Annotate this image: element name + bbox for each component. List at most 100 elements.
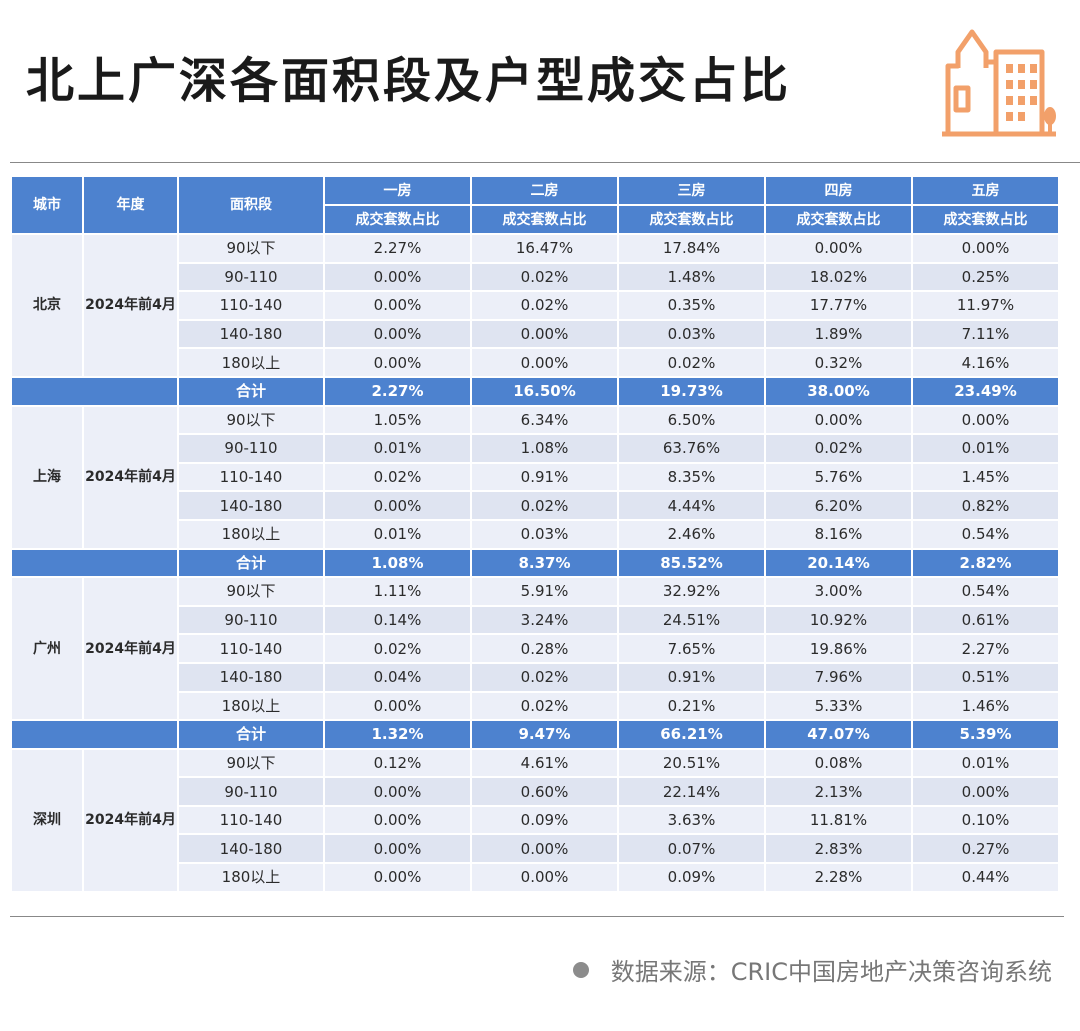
city-cell: 北京 <box>12 235 84 378</box>
total-value-cell: 16.50% <box>472 377 619 407</box>
value-cell: 24.51% <box>619 606 766 636</box>
value-cell: 0.02% <box>472 663 619 693</box>
value-cell: 0.25% <box>913 263 1060 293</box>
value-cell: 0.35% <box>619 292 766 321</box>
value-cell: 0.00% <box>913 406 1060 436</box>
value-cell: 7.65% <box>619 635 766 664</box>
area-cell: 90-110 <box>179 263 325 293</box>
value-cell: 5.91% <box>472 578 619 607</box>
value-cell: 7.11% <box>913 320 1060 350</box>
value-cell: 0.44% <box>913 864 1060 893</box>
header-city: 城市 <box>12 177 84 235</box>
value-cell: 0.60% <box>472 778 619 807</box>
value-cell: 0.54% <box>913 578 1060 607</box>
total-label: 合计 <box>179 549 325 579</box>
area-cell: 110-140 <box>179 463 325 493</box>
table-row: 110-140 0.00% 0.09% 3.63% 11.81% 0.10% <box>12 806 1060 836</box>
table-row: 180以上 0.00% 0.02% 0.21% 5.33% 1.46% <box>12 692 1060 722</box>
total-value-cell: 23.49% <box>913 377 1060 407</box>
value-cell: 2.28% <box>766 864 913 893</box>
value-cell: 0.00% <box>472 320 619 350</box>
value-cell: 6.50% <box>619 406 766 436</box>
value-cell: 0.61% <box>913 606 1060 636</box>
area-cell: 90以下 <box>179 749 325 779</box>
total-value-cell: 5.39% <box>913 721 1060 750</box>
area-cell: 90以下 <box>179 406 325 436</box>
value-cell: 1.46% <box>913 692 1060 722</box>
value-cell: 0.51% <box>913 663 1060 693</box>
value-cell: 3.24% <box>472 606 619 636</box>
total-spacer <box>12 721 179 750</box>
value-cell: 0.09% <box>472 806 619 836</box>
value-cell: 1.08% <box>472 435 619 464</box>
total-row: 合计 1.08% 8.37% 85.52% 20.14% 2.82% <box>12 549 1060 579</box>
area-cell: 110-140 <box>179 806 325 836</box>
area-cell: 180以上 <box>179 692 325 722</box>
header-year: 年度 <box>84 177 179 235</box>
header-room: 二房 <box>472 177 619 206</box>
table-row: 140-180 0.04% 0.02% 0.91% 7.96% 0.51% <box>12 663 1060 693</box>
header-sub: 成交套数占比 <box>325 206 472 235</box>
total-value-cell: 9.47% <box>472 721 619 750</box>
value-cell: 0.02% <box>325 635 472 664</box>
value-cell: 2.83% <box>766 835 913 865</box>
value-cell: 1.11% <box>325 578 472 607</box>
value-cell: 0.00% <box>325 292 472 321</box>
value-cell: 0.00% <box>472 864 619 893</box>
value-cell: 19.86% <box>766 635 913 664</box>
value-cell: 0.91% <box>619 663 766 693</box>
value-cell: 0.00% <box>766 235 913 264</box>
total-value-cell: 1.32% <box>325 721 472 750</box>
area-cell: 90以下 <box>179 235 325 264</box>
total-value-cell: 2.82% <box>913 549 1060 579</box>
value-cell: 0.00% <box>766 406 913 436</box>
city-cell: 上海 <box>12 406 84 550</box>
page-title: 北上广深各面积段及户型成交占比 <box>26 53 792 109</box>
value-cell: 0.02% <box>619 349 766 378</box>
value-cell: 0.00% <box>472 835 619 865</box>
value-cell: 0.03% <box>472 520 619 550</box>
value-cell: 0.00% <box>325 806 472 836</box>
value-cell: 22.14% <box>619 778 766 807</box>
area-cell: 140-180 <box>179 835 325 865</box>
value-cell: 7.96% <box>766 663 913 693</box>
table-row: 140-180 0.00% 0.00% 0.07% 2.83% 0.27% <box>12 835 1060 865</box>
value-cell: 0.01% <box>913 435 1060 464</box>
source-note: 数据来源：CRIC中国房地产决策咨询系统 <box>572 952 1052 987</box>
total-value-cell: 47.07% <box>766 721 913 750</box>
value-cell: 0.08% <box>766 749 913 779</box>
table-row: 上海 2024年前4月 90以下 1.05% 6.34% 6.50% 0.00% 0.00% <box>12 406 1060 550</box>
value-cell: 0.12% <box>325 749 472 779</box>
value-cell: 0.00% <box>325 263 472 293</box>
header-room: 一房 <box>325 177 472 206</box>
value-cell: 0.01% <box>325 435 472 464</box>
city-buildings-icon <box>942 29 1056 137</box>
value-cell: 1.45% <box>913 463 1060 493</box>
value-cell: 1.05% <box>325 406 472 436</box>
value-cell: 3.63% <box>619 806 766 836</box>
header-sub: 成交套数占比 <box>913 206 1060 235</box>
area-cell: 90-110 <box>179 606 325 636</box>
table-row: 110-140 0.00% 0.02% 0.35% 17.77% 11.97% <box>12 292 1060 321</box>
value-cell: 0.03% <box>619 320 766 350</box>
value-cell: 0.00% <box>913 235 1060 264</box>
area-cell: 90-110 <box>179 778 325 807</box>
header-room: 三房 <box>619 177 766 206</box>
value-cell: 10.92% <box>766 606 913 636</box>
value-cell: 0.02% <box>472 692 619 722</box>
total-value-cell: 38.00% <box>766 377 913 407</box>
value-cell: 2.13% <box>766 778 913 807</box>
value-cell: 2.27% <box>913 635 1060 664</box>
table-row: 广州 2024年前4月 90以下 1.11% 5.91% 32.92% 3.00% 0.54% <box>12 578 1060 722</box>
value-cell: 8.16% <box>766 520 913 550</box>
total-value-cell: 20.14% <box>766 549 913 579</box>
value-cell: 0.07% <box>619 835 766 865</box>
value-cell: 0.32% <box>766 349 913 378</box>
value-cell: 0.00% <box>325 492 472 521</box>
total-value-cell: 19.73% <box>619 377 766 407</box>
area-cell: 180以上 <box>179 520 325 550</box>
value-cell: 0.01% <box>913 749 1060 779</box>
table-row: 180以上 0.01% 0.03% 2.46% 8.16% 0.54% <box>12 520 1060 550</box>
table-row: 深圳 2024年前4月 90以下 0.12% 4.61% 20.51% 0.08% 0.01% <box>12 749 1060 893</box>
value-cell: 6.34% <box>472 406 619 436</box>
